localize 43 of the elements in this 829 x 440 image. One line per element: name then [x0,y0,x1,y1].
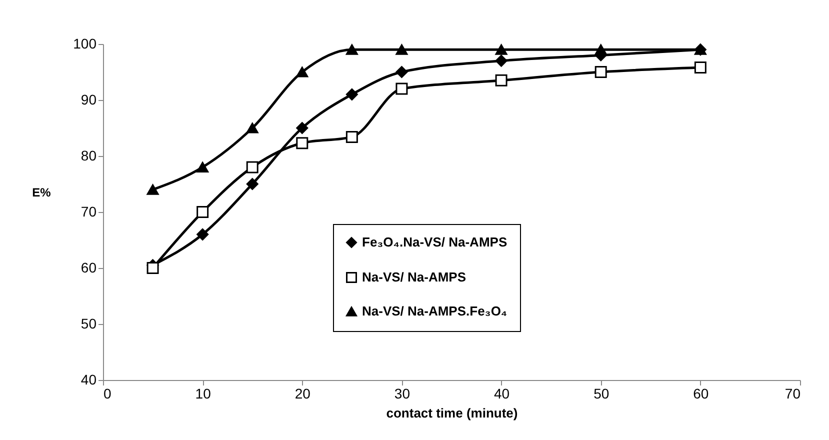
y-tick-label: 50 [80,316,97,332]
legend-label: Na-VS/ Na-AMPS [362,270,466,284]
point [246,161,258,174]
x-tick-label: 30 [394,386,410,402]
x-tick-label: 60 [693,386,709,402]
point [694,62,706,74]
point [196,228,209,240]
point [296,122,308,134]
x-tick-label: 40 [494,386,510,402]
y-tick-label: 90 [80,92,97,108]
point [495,54,508,67]
y-tick-label: 40 [80,372,97,388]
x-tick-label: 20 [294,386,311,402]
point [396,66,408,78]
point [296,66,308,78]
point [346,130,358,143]
y-tick-label: 100 [73,36,97,52]
x-tick-label: 70 [784,386,801,402]
point [495,44,508,55]
point [594,66,607,78]
x-tick-label: 10 [195,386,212,402]
point [346,44,358,55]
legend-label: Na-VS/ Na-AMPS.Fe₃O₄ [362,304,508,318]
y-tick-label: 70 [80,204,97,220]
y-tick-label: 80 [80,148,97,164]
point [146,262,159,274]
y-axis-title: E% [32,186,52,200]
point [396,44,408,55]
y-tick-label: 60 [80,260,97,276]
x-tick-label: 0 [104,386,112,402]
point [196,206,209,218]
point [296,137,308,150]
point [246,122,258,134]
x-tick-label: 50 [594,386,610,402]
point [396,82,408,95]
legend-label: Fe₃O₄.Na-VS/ Na-AMPS [362,234,508,250]
point [495,74,508,86]
point [594,44,607,55]
point [346,88,358,100]
point [146,184,159,195]
point [196,162,209,172]
point [246,178,258,190]
x-axis-title: contact time (minute) [386,406,518,420]
